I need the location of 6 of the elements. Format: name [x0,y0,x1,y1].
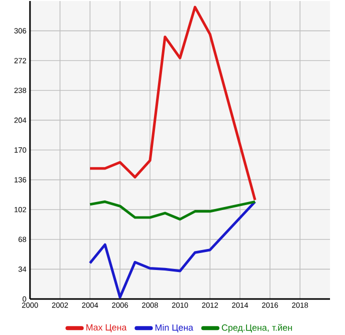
line-series [88,200,256,221]
legend-label: Max Цена [86,324,127,332]
line-series [88,6,256,202]
line-series [88,200,256,299]
legend-label: Сред.Цена, т.йен [222,324,292,333]
legend-label: Min Цена [156,324,194,332]
